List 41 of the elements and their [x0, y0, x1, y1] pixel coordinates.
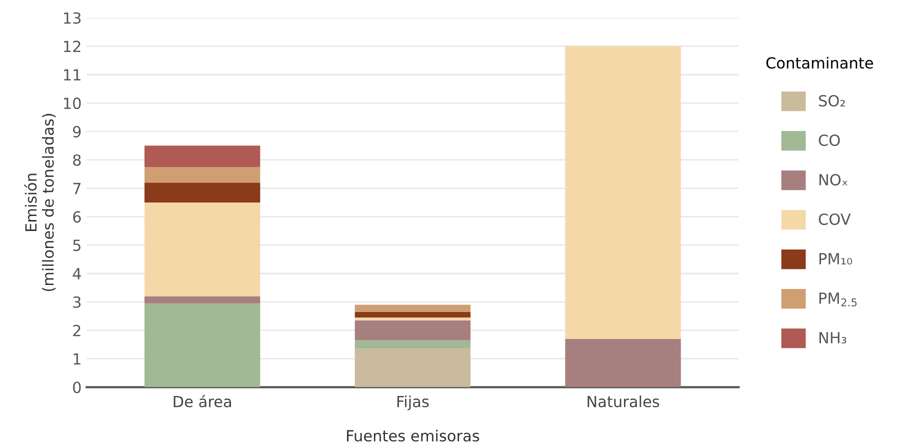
y-tick-label: 9 [73, 126, 81, 138]
y-tick-label: 6 [73, 211, 81, 223]
y-tick-label: 13 [64, 12, 81, 24]
bar [565, 338, 681, 388]
y-axis-title: Emisión (millones de toneladas) [24, 114, 56, 292]
bar [354, 348, 471, 388]
x-tick-label: De área [174, 394, 231, 408]
y-tick-label: 0 [73, 382, 81, 394]
y-tick-label: 12 [64, 40, 80, 52]
x-axis-title: Fuentes emisoras [347, 430, 480, 442]
y-tick-label: 7 [73, 182, 80, 194]
legend-label: SO₂ [818, 94, 845, 107]
bar [354, 340, 471, 349]
y-tick-label: 1 [74, 353, 80, 365]
bar [144, 182, 260, 202]
bar [354, 312, 471, 318]
legend-label: COV [818, 213, 851, 226]
y-tick-label: 5 [73, 240, 80, 252]
bar [144, 303, 260, 388]
y-tick-label: 4 [72, 268, 81, 280]
legend-label: CO [818, 134, 840, 146]
bar [144, 166, 260, 183]
bar [354, 318, 471, 320]
bar [354, 320, 471, 340]
bar [354, 304, 471, 312]
legend-label: NH₃ [819, 332, 846, 344]
y-tick-label: 10 [64, 98, 81, 110]
legend-label: PM₁₀ [819, 253, 852, 264]
legend-title: Contaminante [766, 56, 873, 69]
x-tick-label: Naturales [588, 395, 660, 408]
x-tick-label: Fijas [397, 395, 429, 410]
bar [144, 202, 260, 296]
legend-label: NOₓ [819, 174, 848, 186]
y-tick-label: 11 [64, 69, 80, 80]
y-tick-label: 2 [73, 324, 80, 336]
y-tick-label: 8 [73, 154, 81, 166]
y-tick-label: 3 [73, 296, 81, 308]
legend-label: PM$_{2.5}$ [819, 292, 857, 306]
bar [565, 46, 681, 339]
bar [144, 296, 260, 304]
bar [144, 146, 260, 167]
